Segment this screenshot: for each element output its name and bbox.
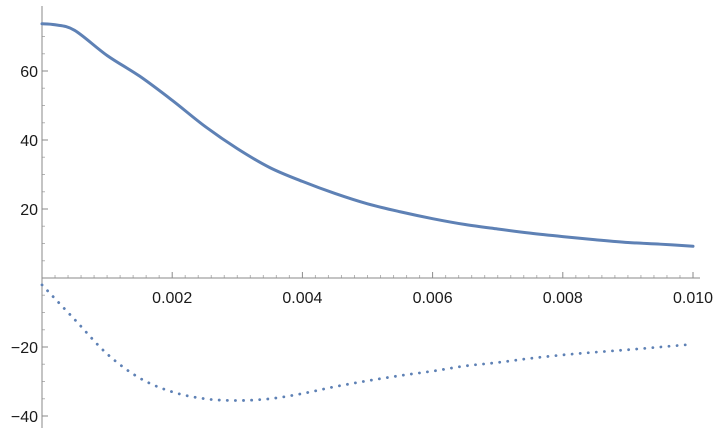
series-line-dotted	[40, 283, 695, 402]
x-tick-label: 0.002	[152, 290, 192, 307]
y-tick-label: 60	[20, 64, 38, 81]
y-tick-label: 20	[20, 202, 38, 219]
y-tick-labels: 60 40 20 −20 −40	[11, 64, 38, 426]
minor-ticks	[42, 36, 681, 400]
x-tick-label: 0.010	[673, 290, 713, 307]
x-tick-label: 0.006	[413, 290, 453, 307]
y-tick-label: −40	[11, 409, 38, 426]
x-tick-label: 0.008	[543, 290, 583, 307]
series-layer	[40, 22, 695, 402]
series-line-solid	[40, 22, 695, 248]
y-tick-label: −20	[11, 340, 38, 357]
x-tick-label: 0.004	[282, 290, 322, 307]
y-tick-label: 40	[20, 133, 38, 150]
x-tick-labels: 0.002 0.004 0.006 0.008 0.010	[152, 290, 713, 307]
major-ticks	[42, 70, 694, 417]
